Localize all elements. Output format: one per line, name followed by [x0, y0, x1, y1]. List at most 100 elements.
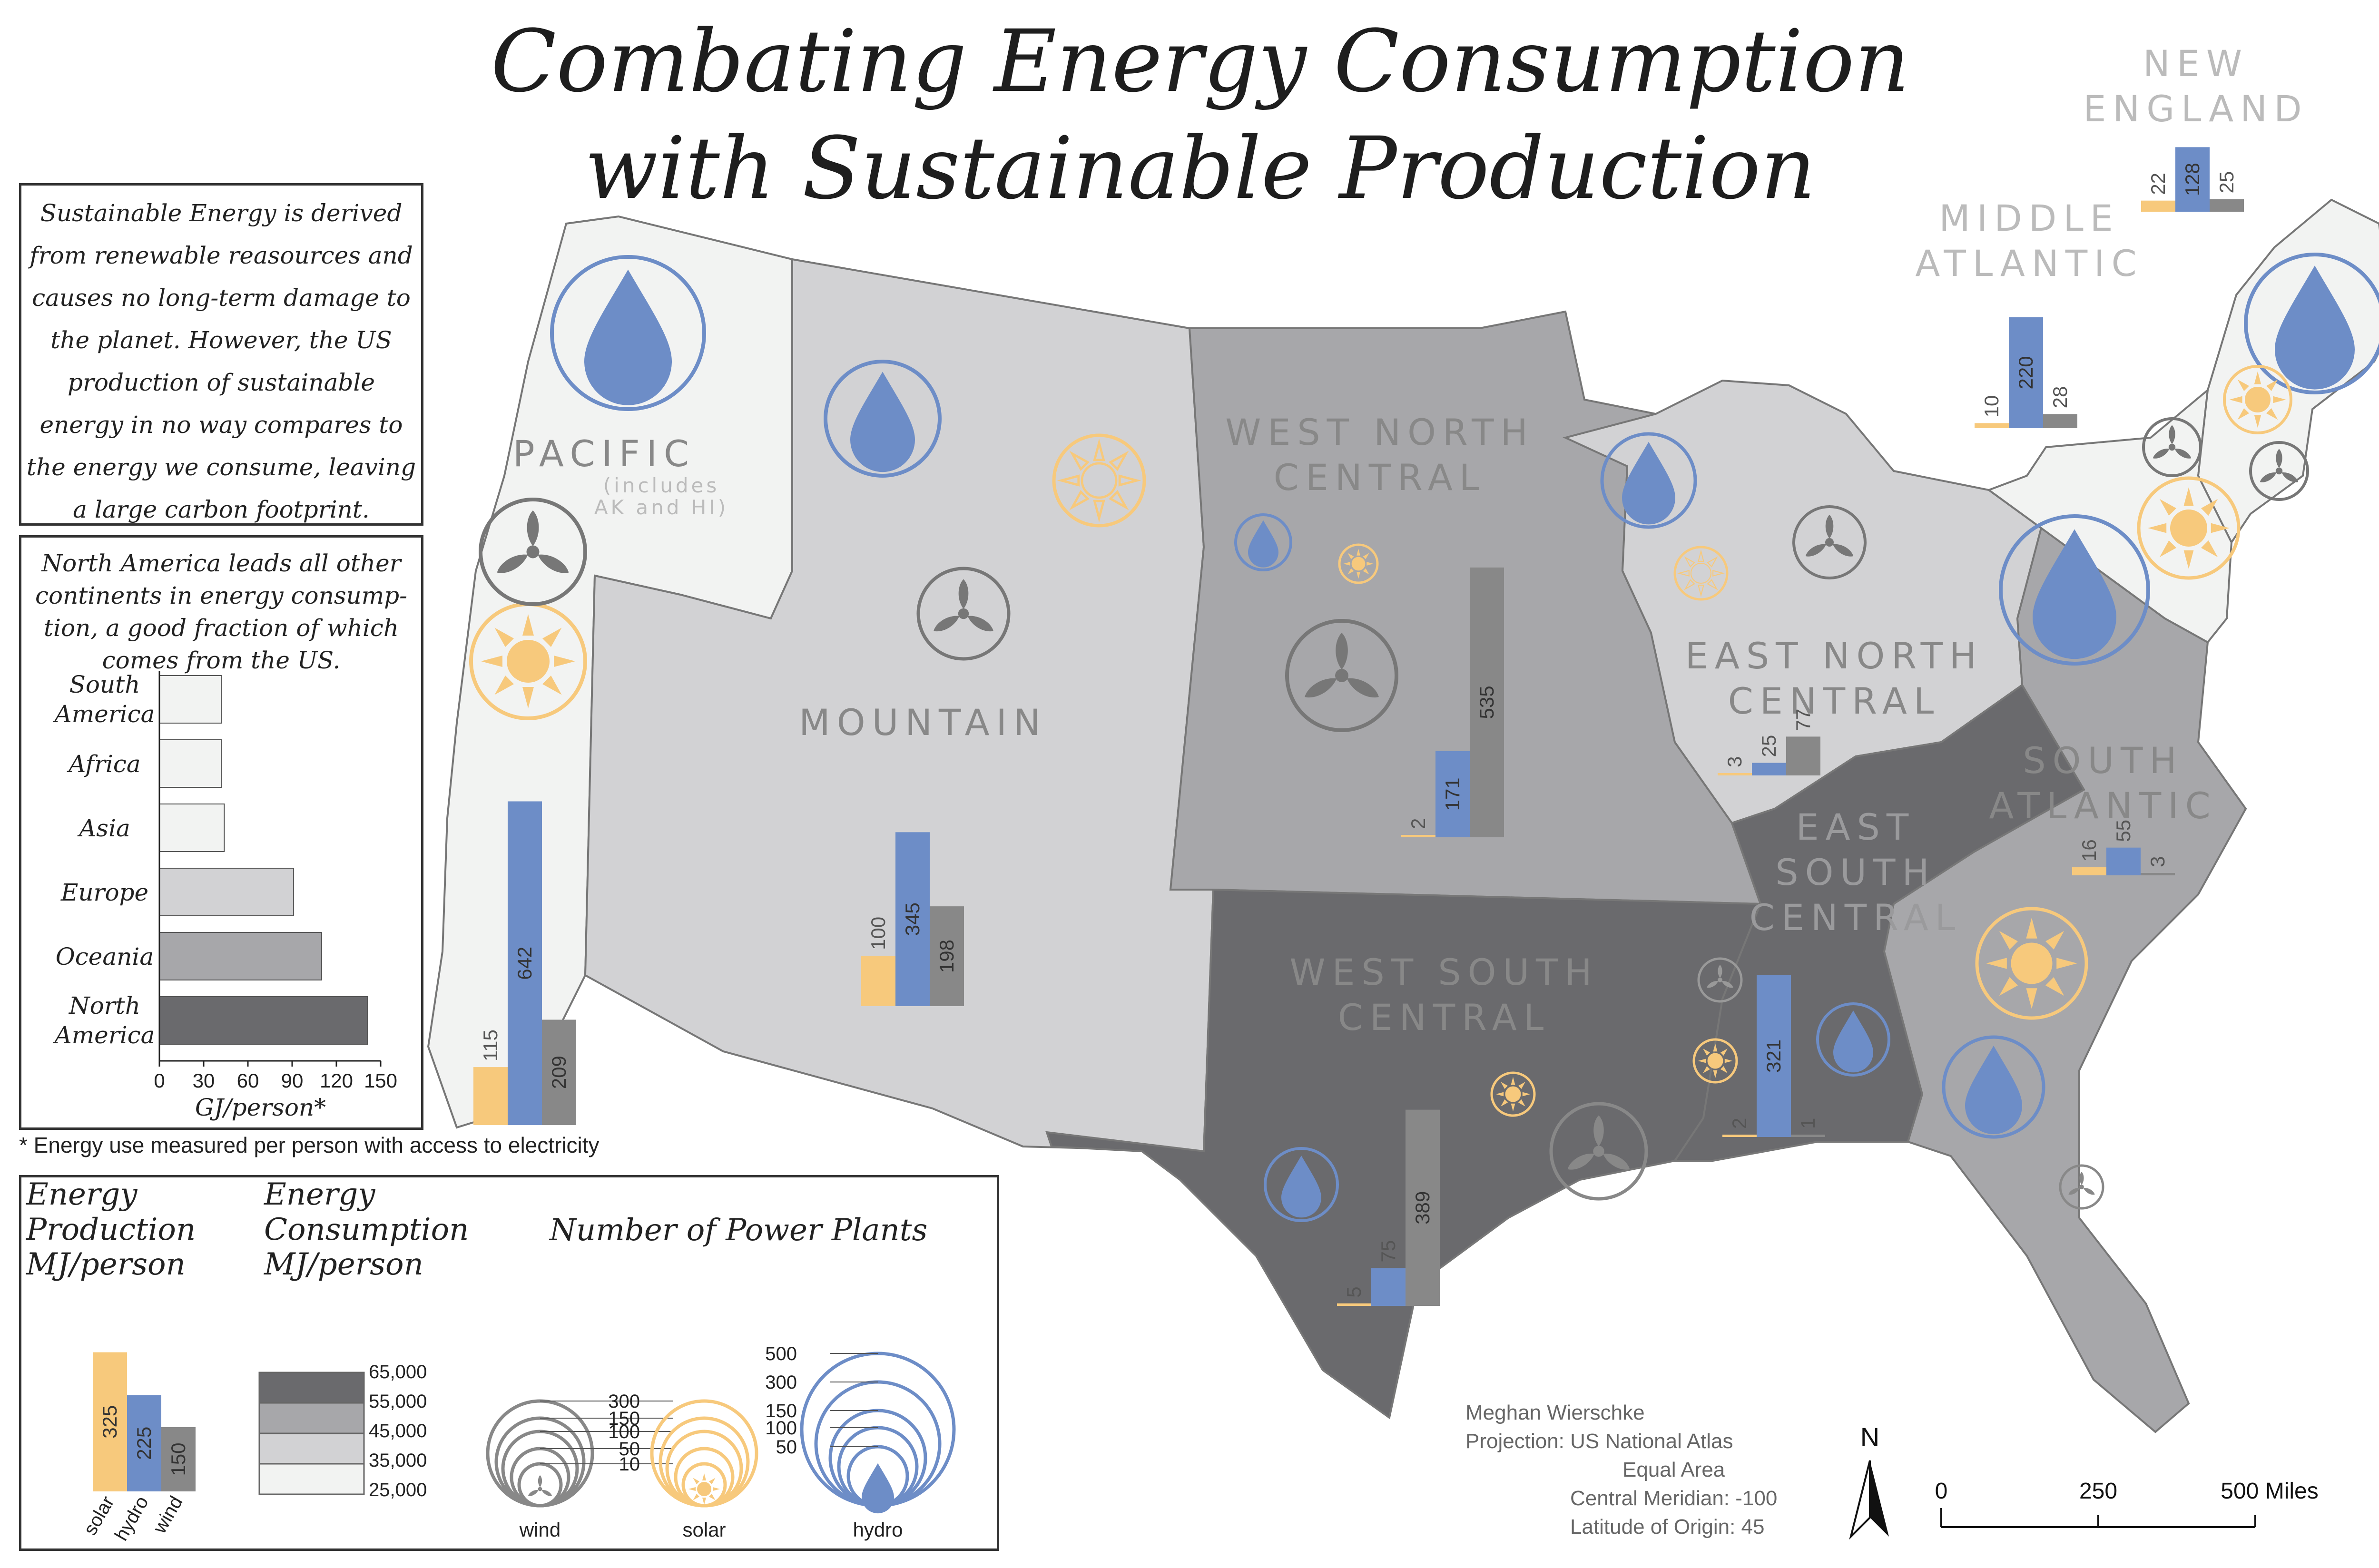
hydro-icon	[1600, 432, 1697, 529]
region-label-enc: CENTRAL	[1728, 680, 1940, 722]
continent-tick-label: 150	[364, 1069, 397, 1092]
consumption-title-line: MJ/person	[264, 1247, 423, 1283]
region-bars: 115 642 209 100 345 198 2 171 535 3 25 77 5 75 389 2 321…	[473, 147, 2244, 1306]
bar-ne-wind	[2210, 199, 2244, 212]
bar-label-ne-wind: 25	[2215, 171, 2238, 194]
production-legend-title: Energy Production MJ/person	[26, 1177, 196, 1283]
continent-box: North America leads all other continents …	[19, 535, 423, 1130]
credits-latitude: Latitude of Origin: 45	[1570, 1515, 1765, 1539]
legend-wind-icon	[527, 1475, 553, 1498]
solar-size-circle	[681, 1462, 727, 1508]
north-label: N	[1860, 1422, 1879, 1452]
continent-bar-3	[159, 868, 295, 916]
legend-sample-label-hydro: hydro	[111, 1493, 153, 1545]
consumption-title-line: Consumption	[264, 1212, 469, 1247]
region-label-enc: EAST NORTH	[1685, 635, 1983, 677]
scale-tick-500: 500 Miles	[2221, 1479, 2318, 1504]
bar-esc-hydro	[1757, 975, 1791, 1137]
continent-text-line: continents in energy consump-	[35, 582, 408, 609]
credits-projection-2: Equal Area	[1622, 1458, 1725, 1481]
continent-bar-4	[159, 932, 322, 980]
solar-icon	[2137, 476, 2241, 580]
continent-label-0: South America	[53, 671, 155, 728]
intro-line: the energy we consume, leaving	[26, 453, 416, 481]
title-line-2: with Sustainable Production	[584, 119, 1816, 218]
continent-label-word: America	[53, 1021, 155, 1049]
intro-line: the planet. However, the US	[50, 326, 392, 354]
consumption-class-swatch-2	[258, 1432, 365, 1465]
intro-line: energy in no way compares to	[39, 411, 403, 439]
bar-wnc-wind	[1470, 567, 1504, 837]
wind-size-label-1: 150	[608, 1408, 640, 1429]
bar-label-pacific-wind: 209	[548, 1056, 570, 1089]
region-label-ma: ATLANTIC	[1915, 242, 2143, 284]
bar-ne-solar	[2141, 200, 2175, 212]
bar-wsc-hydro	[1371, 1268, 1406, 1306]
continent-tick-label: 120	[320, 1069, 353, 1092]
wind-size-label-3: 50	[619, 1439, 640, 1460]
bar-label-ne-solar: 22	[2147, 173, 2169, 195]
bar-group-esc: 2 321 1	[1722, 975, 1825, 1137]
bar-ma-hydro	[2009, 317, 2043, 428]
wind-icon	[1792, 505, 1867, 579]
wind-icon	[1697, 957, 1743, 1003]
bar-label-wsc-hydro: 75	[1377, 1240, 1399, 1263]
continent-label-2: Asia	[77, 814, 130, 842]
region-label-ne: NEW	[2143, 42, 2249, 85]
bar-label-ma-hydro: 220	[2015, 356, 2037, 389]
continent-label-5: North America	[53, 992, 155, 1049]
hydro-icon	[824, 360, 942, 478]
hydro-size-label-4: 50	[776, 1437, 797, 1458]
bar-group-mountain: 100 345 198	[861, 832, 964, 1006]
scale-bar: 0 250 500 Miles	[1935, 1479, 2319, 1528]
bar-label-pacific-solar: 115	[479, 1029, 501, 1061]
continent-label-word: Asia	[77, 814, 130, 842]
bar-label-sa-solar: 16	[2078, 839, 2100, 862]
production-title-line: Energy	[26, 1177, 138, 1212]
region-note-pacific: AK and HI)	[594, 496, 728, 519]
scale-tick-250: 250	[2079, 1479, 2117, 1504]
scale-line	[1940, 1508, 2256, 1528]
wind-icons	[479, 417, 2309, 1210]
intro-line: causes no long-term damage to	[32, 284, 411, 312]
bar-pacific-solar	[473, 1067, 508, 1125]
credits: Meghan Wierschke Projection: US National…	[1465, 1399, 1777, 1541]
consumption-class-label-3: 35,000	[369, 1450, 427, 1471]
continent-bar-0	[159, 675, 222, 724]
bar-label-wnc-hydro: 171	[1441, 777, 1464, 811]
production-title-line: Production	[26, 1212, 196, 1247]
legend-sample-label-wind: wind	[149, 1493, 187, 1538]
intro-line: production of sustainable	[67, 369, 375, 396]
bar-group-sa: 16 55 3	[2072, 820, 2175, 875]
title-line-1: Combating Energy Consumption	[491, 12, 1910, 111]
legend-icon-label-0: wind	[519, 1519, 560, 1541]
consumption-legend-title: Energy Consumption MJ/person	[264, 1177, 469, 1283]
continent-label-4: Oceania	[56, 943, 154, 970]
bar-label-esc-solar: 2	[1728, 1118, 1750, 1129]
intro-line: Sustainable Energy is derived	[40, 199, 403, 227]
hydro-icon	[1816, 1002, 1890, 1077]
legend-icon-label-1: solar	[682, 1519, 726, 1541]
solar-icon	[1338, 543, 1379, 584]
consumption-class-swatch-1	[258, 1402, 365, 1434]
wind-icon	[1285, 619, 1398, 732]
solar-icon	[1692, 1038, 1738, 1084]
bar-label-enc-solar: 3	[1723, 756, 1746, 767]
consumption-class-label-2: 45,000	[369, 1421, 427, 1441]
hydro-size-label-0: 500	[765, 1343, 797, 1364]
bar-group-ne: 22 128 25	[2141, 147, 2244, 212]
bar-label-mountain-solar: 100	[867, 917, 889, 950]
wind-icon	[2249, 441, 2309, 501]
intro-text: Sustainable Energy is derived from renewa…	[25, 192, 417, 531]
solar-icon	[1052, 433, 1146, 528]
region-label-esc: SOUTH	[1775, 851, 1936, 893]
hydro-icon	[550, 255, 706, 411]
bar-label-enc-wind: 77	[1792, 709, 1814, 731]
bar-label-ne-hydro: 128	[2181, 163, 2203, 196]
wind-size-label-0: 300	[608, 1391, 640, 1412]
north-arrow-left	[1849, 1460, 1871, 1540]
bar-esc-solar	[1722, 1135, 1757, 1137]
legend-sample-bar-hydro	[127, 1395, 161, 1491]
legend-sample-value-wind: 150	[167, 1442, 189, 1476]
wind-icon	[2142, 417, 2202, 477]
